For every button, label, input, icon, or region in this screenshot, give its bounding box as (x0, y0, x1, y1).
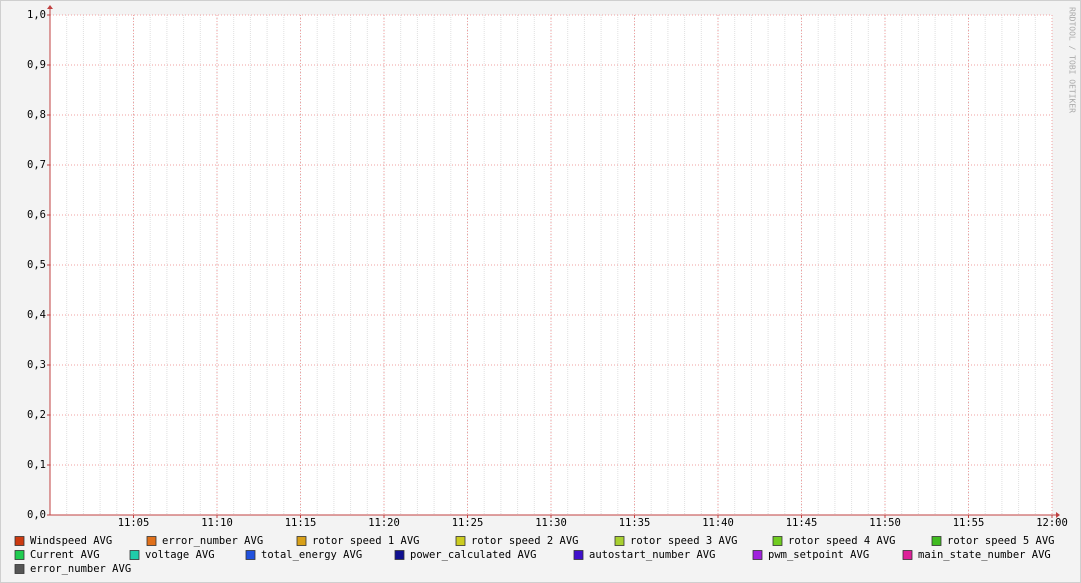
legend-label: autostart_number AVG (589, 549, 715, 561)
y-tick-label: 0,0 (27, 509, 46, 521)
x-axis-arrow (1056, 512, 1060, 518)
legend-swatch (614, 536, 625, 546)
legend-swatch (14, 536, 25, 546)
x-tick-label: 11:10 (201, 517, 233, 529)
legend-swatch (902, 550, 913, 560)
legend-label: pwm_setpoint AVG (768, 549, 869, 561)
y-tick-label: 0,3 (27, 359, 46, 371)
legend-swatch (931, 536, 942, 546)
legend-swatch (752, 550, 763, 560)
y-tick-label: 0,4 (27, 309, 46, 321)
y-axis-arrow (47, 5, 53, 9)
legend-label: rotor speed 5 AVG (947, 535, 1054, 547)
y-tick-label: 0,5 (27, 259, 46, 271)
x-tick-label: 11:40 (702, 517, 734, 529)
legend-label: main_state_number AVG (918, 549, 1051, 561)
legend-label: power_calculated AVG (410, 549, 536, 561)
watermark: RRDTOOL / TOBI OETIKER (1068, 7, 1077, 113)
legend-swatch (245, 550, 256, 560)
x-tick-label: 11:30 (535, 517, 567, 529)
legend-label: error_number AVG (30, 563, 131, 575)
legend-label: rotor speed 1 AVG (312, 535, 419, 547)
x-tick-label: 11:15 (285, 517, 317, 529)
legend-swatch (129, 550, 140, 560)
legend-swatch (573, 550, 584, 560)
legend-label: voltage AVG (145, 549, 215, 561)
y-tick-label: 1,0 (27, 9, 46, 21)
legend-swatch (14, 550, 25, 560)
x-tick-label: 12:00 (1036, 517, 1068, 529)
legend-label: rotor speed 2 AVG (471, 535, 578, 547)
y-tick-label: 0,9 (27, 59, 46, 71)
y-tick-label: 0,7 (27, 159, 46, 171)
y-tick-label: 0,2 (27, 409, 46, 421)
legend-swatch (296, 536, 307, 546)
legend-label: Windspeed AVG (30, 535, 112, 547)
legend-swatch (146, 536, 157, 546)
legend-swatch (394, 550, 405, 560)
legend-label: error_number AVG (162, 535, 263, 547)
legend-swatch (772, 536, 783, 546)
legend-swatch (455, 536, 466, 546)
y-tick-label: 0,8 (27, 109, 46, 121)
x-tick-label: 11:45 (786, 517, 818, 529)
legend-swatch (14, 564, 25, 574)
x-tick-label: 11:20 (368, 517, 400, 529)
x-tick-label: 11:25 (452, 517, 484, 529)
legend-label: Current AVG (30, 549, 100, 561)
x-tick-label: 11:50 (869, 517, 901, 529)
x-tick-label: 11:55 (953, 517, 985, 529)
legend-label: rotor speed 4 AVG (788, 535, 895, 547)
legend-label: rotor speed 3 AVG (630, 535, 737, 547)
y-tick-label: 0,1 (27, 459, 46, 471)
y-tick-label: 0,6 (27, 209, 46, 221)
x-tick-label: 11:05 (118, 517, 150, 529)
legend-label: total_energy AVG (261, 549, 362, 561)
x-tick-label: 11:35 (619, 517, 651, 529)
